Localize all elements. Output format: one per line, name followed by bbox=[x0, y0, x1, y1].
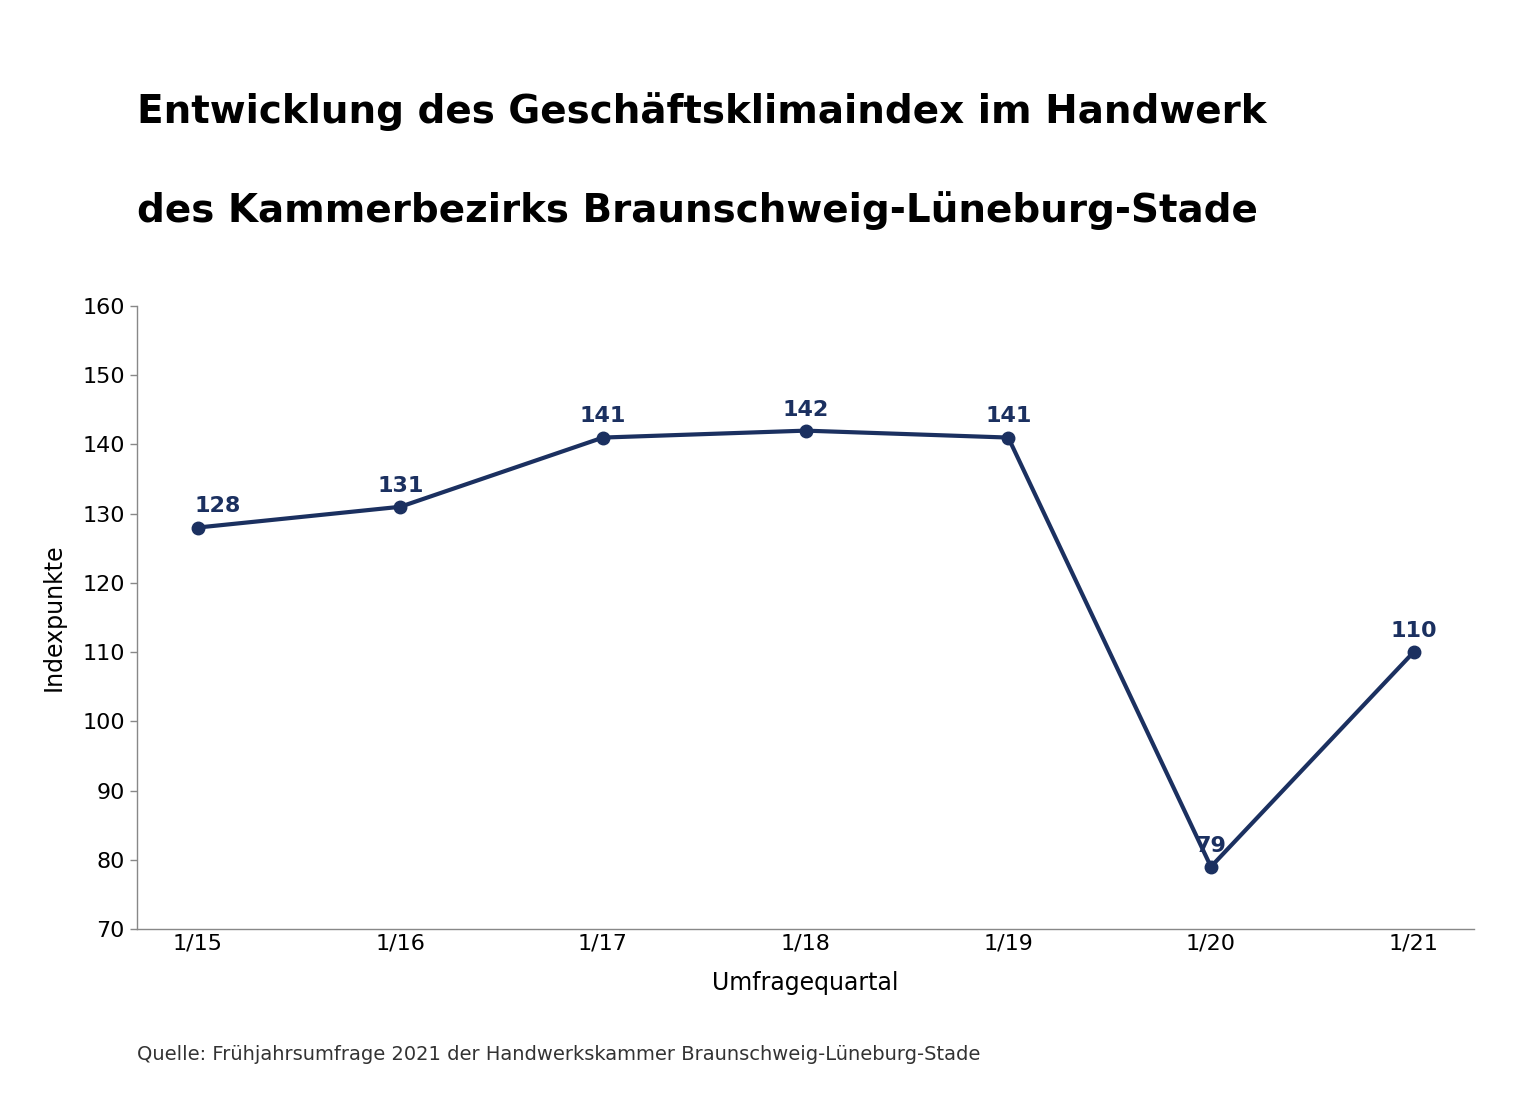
Text: 110: 110 bbox=[1391, 621, 1436, 642]
Text: des Kammerbezirks Braunschweig-Lüneburg-Stade: des Kammerbezirks Braunschweig-Lüneburg-… bbox=[137, 190, 1257, 230]
Text: Quelle: Frühjahrsumfrage 2021 der Handwerkskammer Braunschweig-Lüneburg-Stade: Quelle: Frühjahrsumfrage 2021 der Handwe… bbox=[137, 1045, 980, 1065]
X-axis label: Umfragequartal: Umfragequartal bbox=[713, 971, 898, 995]
Y-axis label: Indexpunkte: Indexpunkte bbox=[41, 543, 65, 692]
Text: 128: 128 bbox=[195, 496, 242, 517]
Text: 79: 79 bbox=[1196, 836, 1227, 856]
Text: 131: 131 bbox=[377, 475, 424, 496]
Text: 141: 141 bbox=[579, 407, 626, 426]
Text: 142: 142 bbox=[783, 400, 828, 420]
Text: 141: 141 bbox=[985, 407, 1032, 426]
Text: Entwicklung des Geschäftsklimaindex im Handwerk: Entwicklung des Geschäftsklimaindex im H… bbox=[137, 92, 1266, 131]
